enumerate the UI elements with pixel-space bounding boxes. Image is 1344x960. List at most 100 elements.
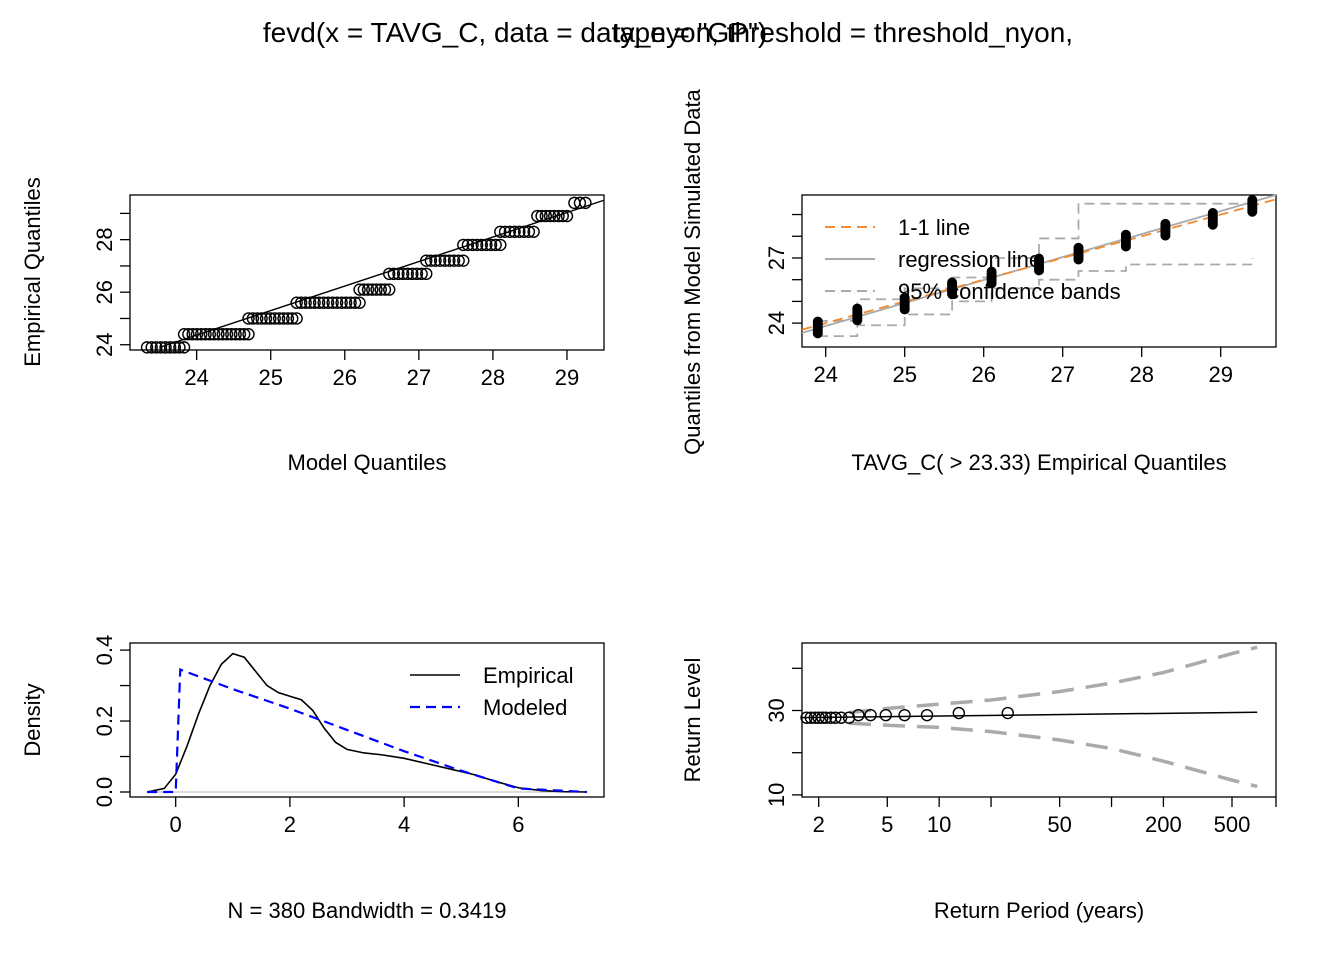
return-level-x-tick-label: 2 [813, 812, 825, 837]
density-legend: Empirical Modeled [410, 663, 573, 720]
simulated-point [1120, 229, 1131, 240]
qq-plot-fit-line [159, 199, 605, 349]
qq-plot-point [556, 209, 569, 223]
return-level-point [864, 708, 877, 722]
qq-plot-marks [140, 196, 605, 354]
qq-plot-point [420, 267, 433, 281]
simulated-point [1034, 253, 1044, 264]
return-level-estimate-line [801, 711, 1258, 719]
qq-plot-point [233, 328, 247, 341]
qq-plot-point [480, 238, 493, 252]
lower-confidence-band [817, 257, 1254, 338]
qq-plot-point [177, 341, 191, 354]
qq-plot-y-tick-label: 28 [92, 227, 117, 251]
qq-plot-point [264, 312, 277, 325]
qq-plot-point [543, 209, 557, 223]
qq-plot-point [457, 254, 470, 267]
qq-plot-point [299, 296, 312, 309]
simulated-point [899, 292, 910, 303]
qq-plot-point [452, 254, 465, 267]
qq-plot-point [429, 254, 442, 267]
qq-plot-point [424, 254, 438, 267]
legend-label-regression-line: regression line [898, 247, 1041, 272]
qq-plot-point [203, 328, 217, 341]
qq-plot-point [508, 225, 521, 238]
qq-plot-point [494, 225, 507, 238]
density-x-tick-label: 4 [398, 812, 410, 837]
qq-plot-point [475, 238, 488, 252]
density-y-tick-label: 0.0 [92, 777, 117, 808]
return-level-point [829, 711, 842, 724]
qq-plot-point [348, 296, 362, 309]
qq-plot-point [447, 254, 461, 267]
qq-plot-point [573, 196, 587, 210]
qq-plot-point [312, 296, 326, 309]
qq-plot-point [242, 328, 255, 341]
qq-simulated-panel: 24 25 26 27 28 29 24 27 1-1 line regression li… [680, 88, 1277, 475]
return-level-y-axis: 10 30 [764, 667, 802, 807]
qq-plot-point [168, 341, 182, 354]
return-level-x-tick-label: 500 [1214, 812, 1251, 837]
qq-plot-point [272, 312, 286, 325]
simulated-point [986, 266, 997, 277]
qq-plot-point [579, 196, 592, 210]
qq-simulated-x-tick-label: 26 [971, 362, 995, 387]
return-level-point [819, 711, 833, 724]
qq-simulated-x-tick-label: 28 [1129, 362, 1153, 387]
qq-simulated-y-tick-label: 27 [764, 246, 789, 270]
simulated-point [947, 277, 958, 288]
qq-plot-panel: 24 25 26 27 28 29 24 26 28 Model Quantiles Empi… [20, 177, 605, 475]
qq-plot-point [212, 328, 225, 341]
density-y-tick-label: 0.4 [92, 635, 117, 666]
return-level-point [812, 711, 825, 724]
qq-plot-point [246, 312, 260, 325]
qq-plot-point [494, 238, 507, 252]
qq-plot-point [357, 283, 371, 296]
qq-plot-point [517, 225, 531, 238]
legend-label-confidence-bands: 95% confidence bands [898, 279, 1121, 304]
density-x-axis: 0 2 4 6 [170, 797, 524, 837]
return-level-x-tick-label: 200 [1145, 812, 1182, 837]
qq-plot-point [503, 225, 517, 238]
qq-simulated-frame [801, 194, 1277, 348]
qq-plot-point [242, 312, 255, 325]
qq-plot-point [281, 312, 295, 325]
return-level-point [952, 706, 966, 720]
qq-plot-x-tick-label: 25 [258, 365, 282, 390]
qq-plot-point [401, 267, 414, 281]
qq-simulated-marks [801, 194, 1277, 339]
qq-plot-point [290, 312, 303, 325]
return-level-x-tick-label: 5 [881, 812, 893, 837]
return-level-point [1001, 706, 1014, 720]
qq-plot-point [539, 209, 553, 223]
qq-plot-point [396, 267, 410, 281]
simulated-point [1207, 208, 1218, 219]
qq-plot-point [150, 341, 163, 354]
qq-plot-point [173, 341, 186, 354]
density-xlabel: N = 380 Bandwidth = 0.3419 [228, 898, 507, 923]
qq-plot-point [308, 296, 321, 309]
return-level-y-tick-label: 30 [764, 698, 789, 722]
qq-plot-y-axis: 24 26 28 [92, 212, 130, 357]
qq-plot-point [392, 267, 405, 281]
qq-plot-x-tick-label: 28 [481, 365, 505, 390]
qq-plot-point [531, 209, 544, 223]
qq-simulated-y-axis: 24 27 [764, 213, 802, 335]
qq-plot-point [374, 283, 387, 296]
qq-plot-point [159, 341, 172, 354]
qq-simulated-legend: 1-1 line regression line 95% confidence … [825, 215, 1121, 304]
return-level-marks [800, 645, 1258, 789]
qq-plot-point [255, 312, 268, 325]
qq-plot-point [420, 254, 433, 267]
legend-label-1-1-line: 1-1 line [898, 215, 970, 240]
qq-plot-ylabel: Empirical Quantiles [20, 177, 45, 367]
qq-plot-point [383, 283, 396, 296]
simulated-point [1247, 194, 1258, 205]
qq-plot-point [186, 328, 199, 341]
qq-plot-point [268, 312, 281, 325]
qq-plot-point [163, 341, 177, 354]
qq-plot-point [339, 296, 353, 309]
return-level-point [852, 708, 865, 722]
qq-plot-point [370, 283, 383, 296]
